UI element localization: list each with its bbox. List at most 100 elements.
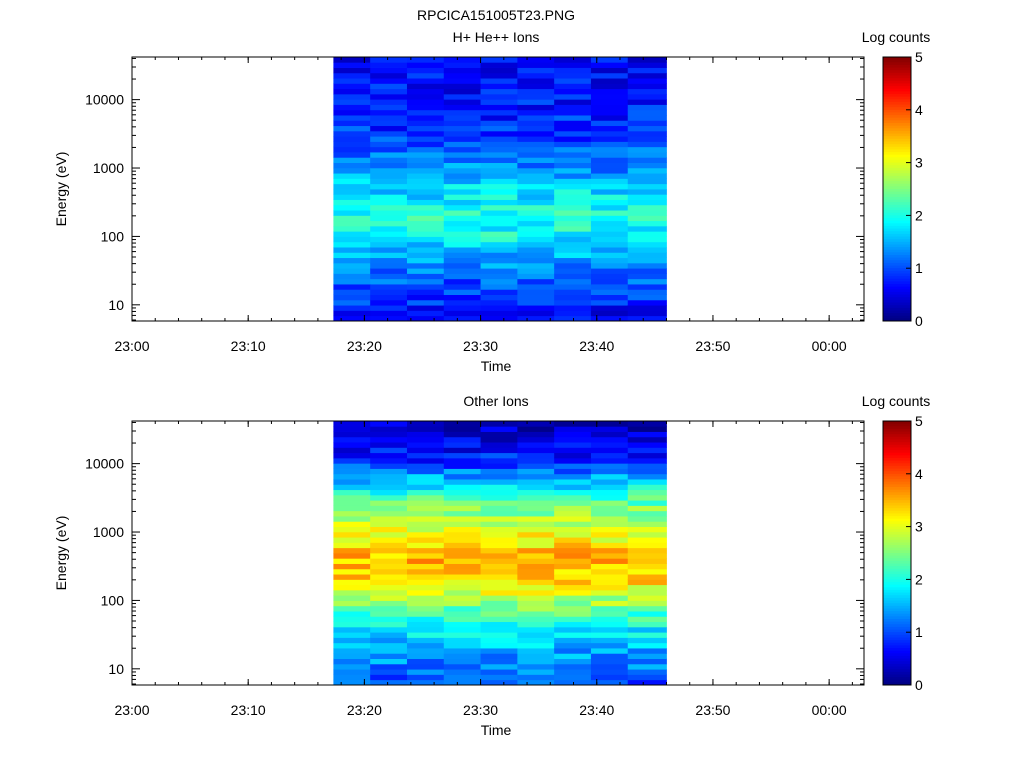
spectrogram-cell (554, 78, 592, 84)
spectrogram-cell (370, 516, 408, 522)
spectrogram-cell (554, 600, 592, 607)
spectrogram-cell (590, 231, 629, 237)
colorbar-segment (883, 70, 911, 74)
colorbar-segment (883, 597, 911, 602)
spectrogram-cell (590, 310, 629, 317)
spectrogram-cell (590, 494, 629, 501)
spectrogram-cell (406, 178, 445, 185)
spectrogram-cell (554, 262, 592, 269)
spectrogram-cell (554, 616, 592, 623)
spectrogram-cell (406, 489, 445, 496)
spectrogram-cell (443, 236, 481, 243)
spectrogram-cell (627, 611, 667, 617)
spectrogram-cell (480, 510, 518, 517)
colorbar-segment (883, 186, 911, 190)
spectrogram-cell (590, 157, 629, 163)
spectrogram-cell (443, 589, 481, 596)
spectrogram-cell (406, 674, 445, 681)
spectrogram-cell (333, 83, 371, 90)
spectrogram-cell (370, 157, 408, 163)
spectrogram-cell (627, 584, 667, 591)
spectrogram-cell (333, 457, 371, 464)
spectrogram-cell (554, 268, 592, 274)
spectrogram-cell (627, 241, 667, 248)
spectrogram-cell (517, 173, 555, 179)
spectrogram-cell (627, 204, 667, 211)
spectrogram-cell (443, 183, 481, 190)
spectrogram-cell (627, 653, 667, 659)
colorbar-segment (883, 101, 911, 106)
spectrogram-cell (480, 305, 518, 311)
spectrogram-cell (590, 526, 629, 533)
spectrogram-cell (443, 157, 481, 163)
spectrogram-cell (370, 674, 408, 681)
spectrogram-cell (627, 72, 667, 79)
colorbar-segment (883, 99, 911, 103)
spectrogram-cell (480, 558, 518, 564)
spectrogram-cell (443, 674, 481, 681)
colorbar-segment (883, 144, 911, 148)
spectrogram-cell (590, 62, 629, 68)
spectrogram-cell (480, 621, 518, 628)
spectrogram-cell (480, 78, 518, 84)
spectrogram-cell (627, 547, 667, 554)
spectrogram-cell (554, 83, 592, 90)
spectrogram-cell (333, 537, 371, 543)
colorbar-segment (883, 104, 911, 108)
spectrogram-cell (517, 637, 555, 644)
spectrogram-cell (627, 637, 667, 644)
spectrogram-cell (333, 57, 371, 63)
spectrogram-cell (480, 595, 518, 601)
spectrogram-cell (590, 210, 629, 216)
spectrogram-cell (480, 183, 518, 190)
colorbar-segment (883, 225, 911, 230)
colorbar-segment (883, 558, 911, 562)
spectrogram-cell (443, 120, 481, 127)
spectrogram-cell (406, 257, 445, 264)
spectrogram (333, 421, 667, 686)
spectrogram-cell (406, 510, 445, 517)
colorbar-segment (883, 510, 911, 514)
spectrogram-cell (480, 579, 518, 586)
spectrogram-cell (333, 305, 371, 311)
colorbar-tick-label: 5 (915, 413, 923, 429)
spectrogram-cell (480, 162, 518, 169)
spectrogram-cell (333, 616, 371, 623)
spectrogram-cell (590, 93, 629, 100)
colorbar-segment (883, 315, 911, 319)
spectrogram-cell (370, 510, 408, 517)
spectrogram-cell (370, 568, 408, 575)
spectrogram-cell (443, 310, 481, 317)
x-tick-label: 23:20 (347, 702, 382, 718)
spectrogram-cell (370, 611, 408, 617)
x-tick-label: 23:00 (114, 338, 149, 354)
spectrogram-cell (406, 553, 445, 559)
colorbar: 0 1 2 3 4 5 (882, 413, 923, 693)
spectrogram-cell (406, 542, 445, 549)
spectrogram-cell (517, 579, 555, 586)
spectrogram-cell (480, 72, 518, 79)
colorbar-segment (883, 133, 911, 137)
spectrogram-cell (370, 426, 408, 432)
spectrogram-cell (517, 516, 555, 522)
spectrogram-cell (627, 199, 667, 206)
spectrogram-cell (333, 204, 371, 211)
spectrogram-cell (517, 125, 555, 132)
spectrogram-cell (480, 500, 518, 506)
spectrogram-cell (370, 152, 408, 158)
spectrogram-cell (627, 463, 667, 469)
spectrogram-cell (590, 189, 629, 195)
colorbar-segment (883, 642, 911, 646)
colorbar-segment (883, 663, 911, 668)
spectrogram-cell (480, 679, 518, 686)
spectrogram-cell (590, 426, 629, 432)
spectrogram-cell (443, 489, 481, 496)
spectrogram-cell (406, 658, 445, 665)
spectrogram-cell (627, 83, 667, 90)
colorbar-segment (883, 268, 911, 272)
spectrogram-cell (627, 605, 667, 612)
spectrogram-cell (554, 605, 592, 612)
spectrogram-cell (627, 236, 667, 243)
colorbar-segment (883, 297, 911, 301)
spectrogram-cell (590, 500, 629, 506)
